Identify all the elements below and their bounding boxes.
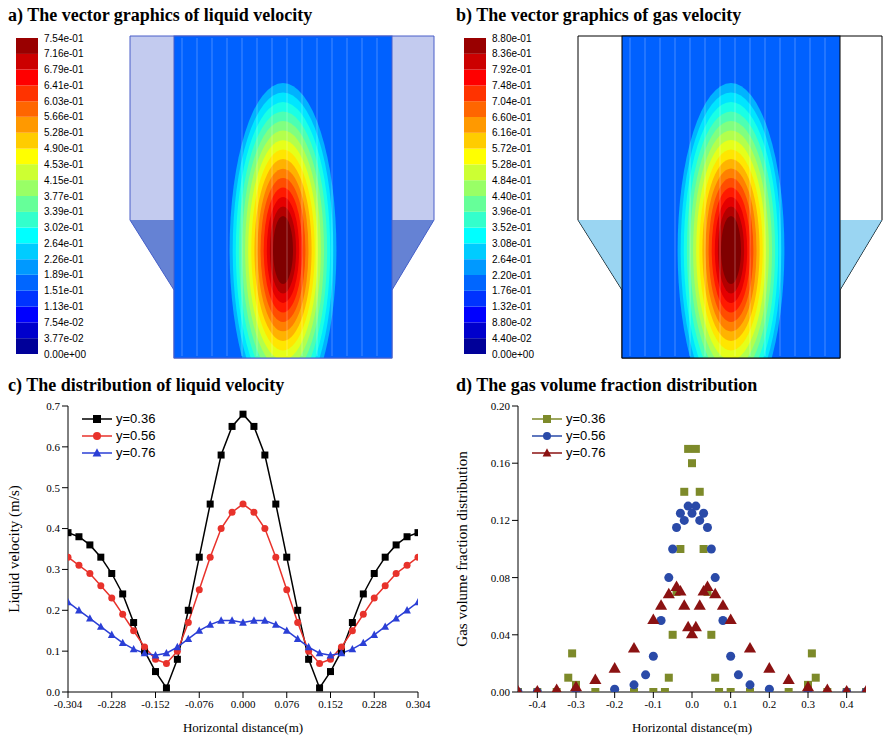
svg-text:0.1: 0.1 xyxy=(46,645,60,657)
svg-text:3.08e-01: 3.08e-01 xyxy=(492,238,532,249)
svg-text:0.5: 0.5 xyxy=(46,482,60,494)
svg-text:-0.076: -0.076 xyxy=(185,698,214,710)
svg-text:0.00e+00: 0.00e+00 xyxy=(44,349,86,360)
svg-text:0.08: 0.08 xyxy=(491,572,511,584)
svg-text:7.92e-01: 7.92e-01 xyxy=(492,64,532,75)
svg-text:-0.1: -0.1 xyxy=(645,698,662,710)
html-text:y=0.36: y=0.36 xyxy=(566,411,606,426)
svg-text:1.89e-01: 1.89e-01 xyxy=(44,269,84,280)
svg-text:5.28e-01: 5.28e-01 xyxy=(492,159,532,170)
svg-text:-0.2: -0.2 xyxy=(606,698,623,710)
svg-text:4.84e-01: 4.84e-01 xyxy=(492,175,532,186)
svg-text:7.16e-01: 7.16e-01 xyxy=(44,48,84,59)
svg-text:6.03e-01: 6.03e-01 xyxy=(44,96,84,107)
svg-text:5.72e-01: 5.72e-01 xyxy=(492,143,532,154)
svg-text:2.20e-01: 2.20e-01 xyxy=(492,270,532,281)
svg-text:-0.228: -0.228 xyxy=(98,698,127,710)
svg-text:0.00: 0.00 xyxy=(491,686,511,698)
svg-text:-0.3: -0.3 xyxy=(567,698,585,710)
svg-text:-0.304: -0.304 xyxy=(54,698,83,710)
html-text:y=0.56: y=0.56 xyxy=(566,428,606,443)
svg-text:0.000: 0.000 xyxy=(231,698,256,710)
svg-text:0.1: 0.1 xyxy=(724,698,738,710)
svg-text:1.13e-01: 1.13e-01 xyxy=(44,301,84,312)
svg-text:0.12: 0.12 xyxy=(491,514,510,526)
svg-text:7.04e-01: 7.04e-01 xyxy=(492,96,532,107)
svg-text:0.3: 0.3 xyxy=(801,698,815,710)
svg-text:7.54e-02: 7.54e-02 xyxy=(44,317,84,328)
svg-text:1.76e-01: 1.76e-01 xyxy=(492,285,532,296)
svg-text:4.40e-01: 4.40e-01 xyxy=(492,191,532,202)
html-text:a) The vector graphics of liqu: a) The vector graphics of liquid velocit… xyxy=(8,5,313,25)
svg-text:4.40e-02: 4.40e-02 xyxy=(492,333,532,344)
svg-text:0.0: 0.0 xyxy=(685,698,699,710)
svg-text:-0.4: -0.4 xyxy=(529,698,547,710)
svg-text:0.20: 0.20 xyxy=(491,400,511,412)
svg-text:4.90e-01: 4.90e-01 xyxy=(44,143,84,154)
svg-text:0.2: 0.2 xyxy=(762,698,776,710)
svg-text:6.79e-01: 6.79e-01 xyxy=(44,64,84,75)
svg-text:4.15e-01: 4.15e-01 xyxy=(44,175,84,186)
html-text:b) The vector graphics of gas: b) The vector graphics of gas velocity xyxy=(456,5,742,25)
svg-text:6.41e-01: 6.41e-01 xyxy=(44,80,84,91)
svg-text:3.52e-01: 3.52e-01 xyxy=(492,222,532,233)
svg-text:3.77e-01: 3.77e-01 xyxy=(44,191,84,202)
svg-text:2.64e-01: 2.64e-01 xyxy=(44,238,84,249)
html-text:y=0.76: y=0.76 xyxy=(566,445,606,460)
svg-text:8.36e-01: 8.36e-01 xyxy=(492,48,532,59)
svg-text:6.60e-01: 6.60e-01 xyxy=(492,112,532,123)
svg-text:0.3: 0.3 xyxy=(46,563,60,575)
svg-text:3.96e-01: 3.96e-01 xyxy=(492,206,532,217)
html-text:y=0.56: y=0.56 xyxy=(116,428,156,443)
svg-text:8.80e-01: 8.80e-01 xyxy=(492,33,532,44)
svg-text:3.39e-01: 3.39e-01 xyxy=(44,206,84,217)
svg-text:4.53e-01: 4.53e-01 xyxy=(44,159,84,170)
svg-text:3.77e-02: 3.77e-02 xyxy=(44,333,84,344)
svg-text:Horizontal distance(m): Horizontal distance(m) xyxy=(632,720,752,735)
html-text:d) The gas volume fraction dis: d) The gas volume fraction distribution xyxy=(456,375,758,395)
svg-text:0.00e+00: 0.00e+00 xyxy=(492,349,534,360)
svg-text:0.0: 0.0 xyxy=(46,686,60,698)
svg-text:2.64e-01: 2.64e-01 xyxy=(492,254,532,265)
svg-text:0.4: 0.4 xyxy=(46,522,60,534)
svg-text:0.4: 0.4 xyxy=(840,698,854,710)
svg-text:6.16e-01: 6.16e-01 xyxy=(492,127,532,138)
svg-text:0.6: 0.6 xyxy=(46,441,60,453)
svg-text:Gas volume fraction distributi: Gas volume fraction distribution xyxy=(454,451,470,647)
svg-text:7.54e-01: 7.54e-01 xyxy=(44,33,84,44)
html-text:y=0.76: y=0.76 xyxy=(116,445,156,460)
svg-text:0.304: 0.304 xyxy=(406,698,431,710)
svg-text:1.32e-01: 1.32e-01 xyxy=(492,301,532,312)
svg-text:2.26e-01: 2.26e-01 xyxy=(44,254,84,265)
svg-text:Liquid velocity (m/s): Liquid velocity (m/s) xyxy=(6,485,23,612)
svg-text:0.152: 0.152 xyxy=(318,698,343,710)
svg-text:0.04: 0.04 xyxy=(491,629,511,641)
svg-text:0.076: 0.076 xyxy=(274,698,299,710)
svg-text:0.16: 0.16 xyxy=(491,457,511,469)
svg-text:0.228: 0.228 xyxy=(362,698,387,710)
html-text:c) The distribution of liquid: c) The distribution of liquid velocity xyxy=(8,375,285,395)
svg-text:Horizontal distance(m): Horizontal distance(m) xyxy=(183,720,303,735)
svg-text:1.51e-01: 1.51e-01 xyxy=(44,285,84,296)
svg-text:0.2: 0.2 xyxy=(46,604,60,616)
svg-text:5.66e-01: 5.66e-01 xyxy=(44,111,84,122)
svg-text:8.80e-02: 8.80e-02 xyxy=(492,317,532,328)
html-text:y=0.36: y=0.36 xyxy=(116,411,156,426)
svg-text:0.7: 0.7 xyxy=(46,400,60,412)
svg-text:3.02e-01: 3.02e-01 xyxy=(44,222,84,233)
svg-text:-0.152: -0.152 xyxy=(141,698,169,710)
svg-text:5.28e-01: 5.28e-01 xyxy=(44,127,84,138)
svg-text:7.48e-01: 7.48e-01 xyxy=(492,80,532,91)
